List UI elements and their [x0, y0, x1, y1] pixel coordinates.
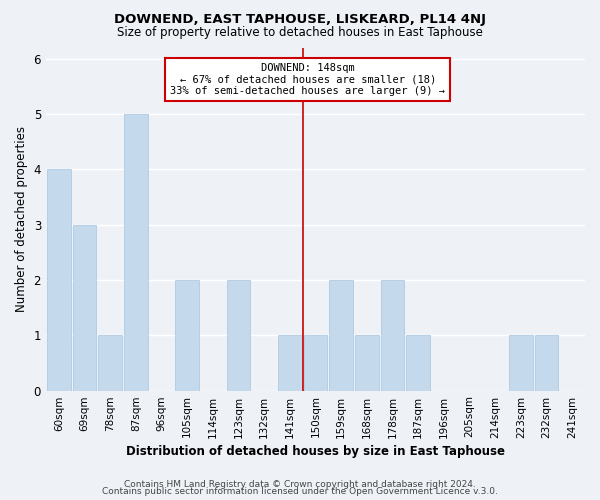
Bar	[380, 280, 404, 390]
Bar	[124, 114, 148, 390]
Text: Size of property relative to detached houses in East Taphouse: Size of property relative to detached ho…	[117, 26, 483, 39]
Bar	[304, 335, 327, 390]
Bar	[278, 335, 302, 390]
Text: Contains HM Land Registry data © Crown copyright and database right 2024.: Contains HM Land Registry data © Crown c…	[124, 480, 476, 489]
Text: Contains public sector information licensed under the Open Government Licence v.: Contains public sector information licen…	[102, 488, 498, 496]
Text: DOWNEND, EAST TAPHOUSE, LISKEARD, PL14 4NJ: DOWNEND, EAST TAPHOUSE, LISKEARD, PL14 4…	[114, 12, 486, 26]
Bar	[47, 169, 71, 390]
Text: DOWNEND: 148sqm
← 67% of detached houses are smaller (18)
33% of semi-detached h: DOWNEND: 148sqm ← 67% of detached houses…	[170, 63, 445, 96]
X-axis label: Distribution of detached houses by size in East Taphouse: Distribution of detached houses by size …	[126, 444, 505, 458]
Bar	[175, 280, 199, 390]
Bar	[406, 335, 430, 390]
Bar	[509, 335, 533, 390]
Bar	[227, 280, 250, 390]
Bar	[535, 335, 559, 390]
Bar	[329, 280, 353, 390]
Y-axis label: Number of detached properties: Number of detached properties	[15, 126, 28, 312]
Bar	[98, 335, 122, 390]
Bar	[355, 335, 379, 390]
Bar	[73, 224, 96, 390]
